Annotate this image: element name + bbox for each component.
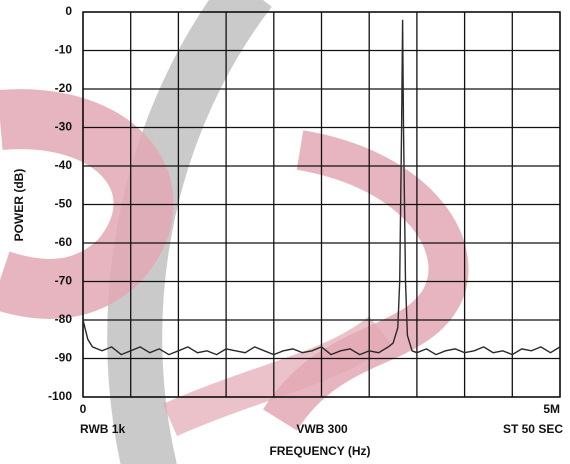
y-axis-label: POWER (dB) [12, 169, 26, 242]
x-axis-label: FREQUENCY (Hz) [269, 444, 370, 458]
watermark-pink-left [0, 89, 174, 319]
y-tick-label: -60 [55, 235, 73, 249]
x-tick-label: 0 [80, 402, 87, 416]
y-tick-label: -30 [55, 120, 73, 134]
y-tick-label: -100 [48, 389, 72, 403]
x-tick-label: 5M [543, 402, 560, 416]
y-tick-label: -90 [55, 351, 73, 365]
y-tick-label: 0 [65, 4, 72, 18]
y-tick-label: -50 [55, 197, 73, 211]
annotation: RWB 1k [80, 422, 125, 436]
watermark-pink-bottom [162, 316, 391, 436]
annotation: VWB 300 [296, 422, 348, 436]
y-tick-label: -70 [55, 274, 73, 288]
y-tick-label: -80 [55, 312, 73, 326]
plot-frame [82, 11, 561, 398]
y-tick-label: -40 [55, 158, 73, 172]
annotation: ST 50 SEC [503, 422, 563, 436]
y-tick-label: -20 [55, 81, 73, 95]
y-tick-label: -10 [55, 43, 73, 57]
watermark [0, 0, 469, 464]
spectrum-line [82, 19, 561, 356]
